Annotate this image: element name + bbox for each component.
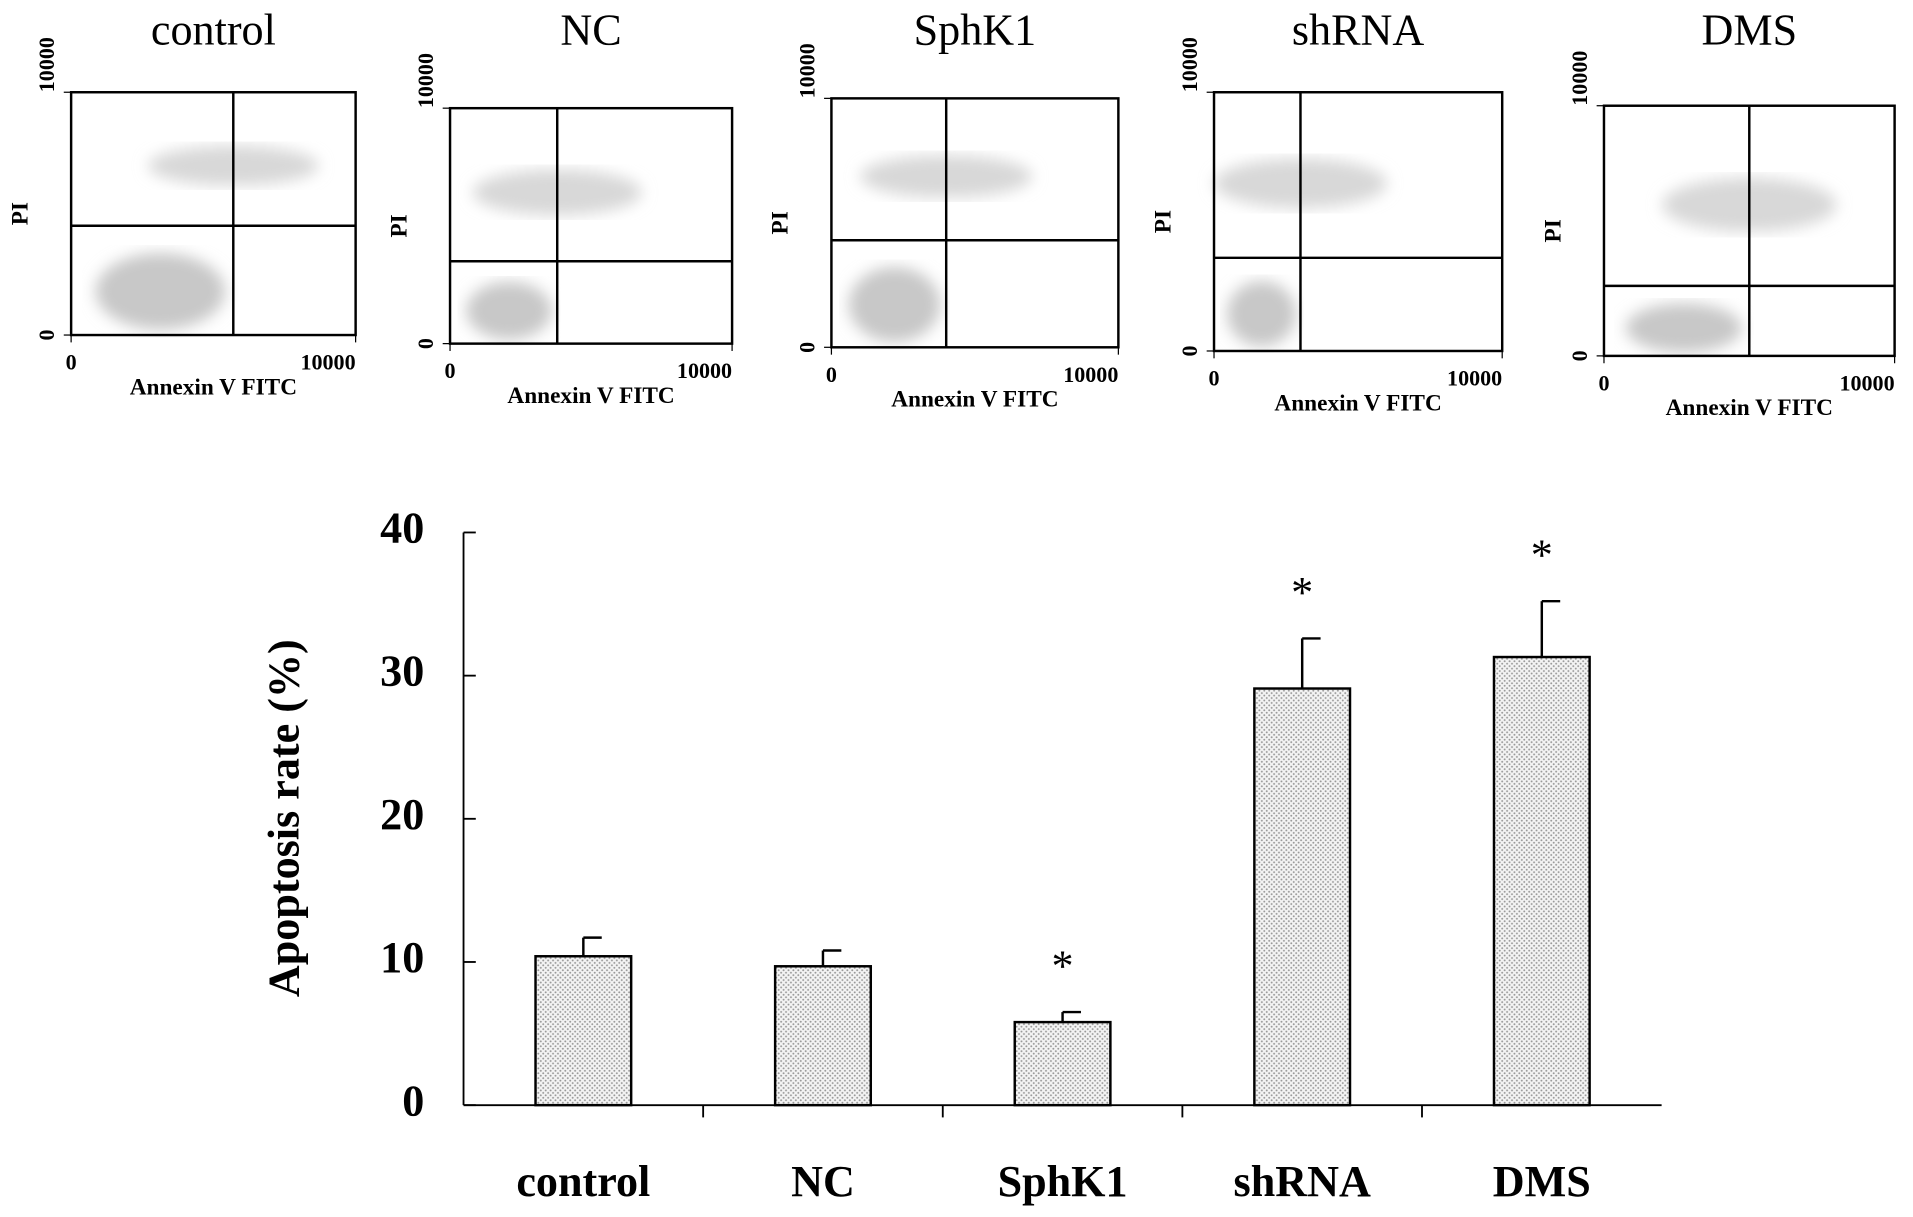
plot-frame bbox=[448, 106, 734, 345]
cell-cloud bbox=[848, 267, 941, 342]
significance-mark: * bbox=[1052, 942, 1074, 991]
cell-cloud bbox=[1226, 281, 1297, 347]
x-tick-label: 0 bbox=[66, 350, 77, 375]
y-tick-label: 0 bbox=[402, 1076, 424, 1125]
y-tick-label: 10000 bbox=[1567, 51, 1592, 106]
x-tick-label: NC bbox=[791, 1157, 855, 1206]
y-tick-label: 0 bbox=[794, 342, 819, 353]
bar bbox=[534, 955, 633, 1107]
cell-cloud bbox=[466, 281, 552, 340]
y-tick-label: 30 bbox=[380, 647, 424, 696]
x-tick-label: SphK1 bbox=[998, 1157, 1128, 1206]
panel-title: shRNA bbox=[1292, 6, 1425, 55]
plot-frame bbox=[69, 91, 357, 337]
y-tick-label: 10000 bbox=[413, 53, 438, 108]
significance-mark: * bbox=[1291, 568, 1313, 617]
x-tick-label: 0 bbox=[1598, 370, 1609, 395]
x-tick-label: 10000 bbox=[1447, 365, 1502, 390]
bar bbox=[1013, 1020, 1112, 1107]
x-tick-label: 10000 bbox=[1839, 370, 1894, 395]
bar bbox=[1253, 687, 1352, 1107]
x-tick-label: control bbox=[516, 1157, 650, 1206]
panel-title: control bbox=[151, 6, 276, 55]
y-axis-label: PI bbox=[1540, 219, 1566, 242]
y-tick-label: 10 bbox=[380, 933, 424, 982]
x-axis-label: Annexin V FITC bbox=[1274, 390, 1441, 416]
plot-frame bbox=[830, 97, 1120, 349]
x-axis-label: Annexin V FITC bbox=[130, 374, 297, 400]
significance-mark: * bbox=[1531, 531, 1553, 580]
y-tick-label: 0 bbox=[34, 330, 59, 341]
y-tick-label: 10000 bbox=[1177, 37, 1202, 92]
y-axis-label: PI bbox=[1150, 210, 1176, 233]
x-axis-label: Annexin V FITC bbox=[507, 383, 674, 409]
panel-title: DMS bbox=[1701, 6, 1797, 55]
y-tick-label: 0 bbox=[1567, 350, 1592, 361]
x-tick-label: 10000 bbox=[300, 350, 355, 375]
y-tick-label: 40 bbox=[380, 504, 424, 553]
y-tick-label: 10000 bbox=[34, 37, 59, 92]
y-tick-label: 10000 bbox=[794, 43, 819, 98]
x-axis-label: Annexin V FITC bbox=[891, 387, 1058, 413]
x-tick-label: 10000 bbox=[1063, 362, 1118, 387]
cell-cloud bbox=[1625, 303, 1743, 353]
y-axis-label: Apoptosis rate (%) bbox=[259, 639, 308, 997]
y-tick-label: 0 bbox=[413, 338, 438, 349]
bar bbox=[1492, 655, 1591, 1107]
x-tick-label: 0 bbox=[826, 362, 837, 387]
x-axis-label: Annexin V FITC bbox=[1666, 395, 1833, 421]
x-tick-label: DMS bbox=[1493, 1157, 1591, 1206]
x-tick-label: 0 bbox=[445, 358, 456, 383]
plot-frame bbox=[1212, 91, 1504, 353]
panel-title: NC bbox=[560, 6, 621, 55]
y-tick-label: 20 bbox=[380, 790, 424, 839]
y-axis-label: PI bbox=[386, 214, 412, 237]
x-tick-label: shRNA bbox=[1234, 1157, 1371, 1206]
y-axis-label: PI bbox=[7, 202, 33, 225]
x-tick-label: 10000 bbox=[677, 358, 732, 383]
y-axis-label: PI bbox=[768, 211, 794, 234]
cell-cloud bbox=[95, 253, 226, 330]
panel-title: SphK1 bbox=[914, 6, 1037, 55]
y-tick-label: 0 bbox=[1177, 345, 1202, 356]
bar bbox=[773, 965, 873, 1107]
x-tick-label: 0 bbox=[1209, 365, 1220, 390]
